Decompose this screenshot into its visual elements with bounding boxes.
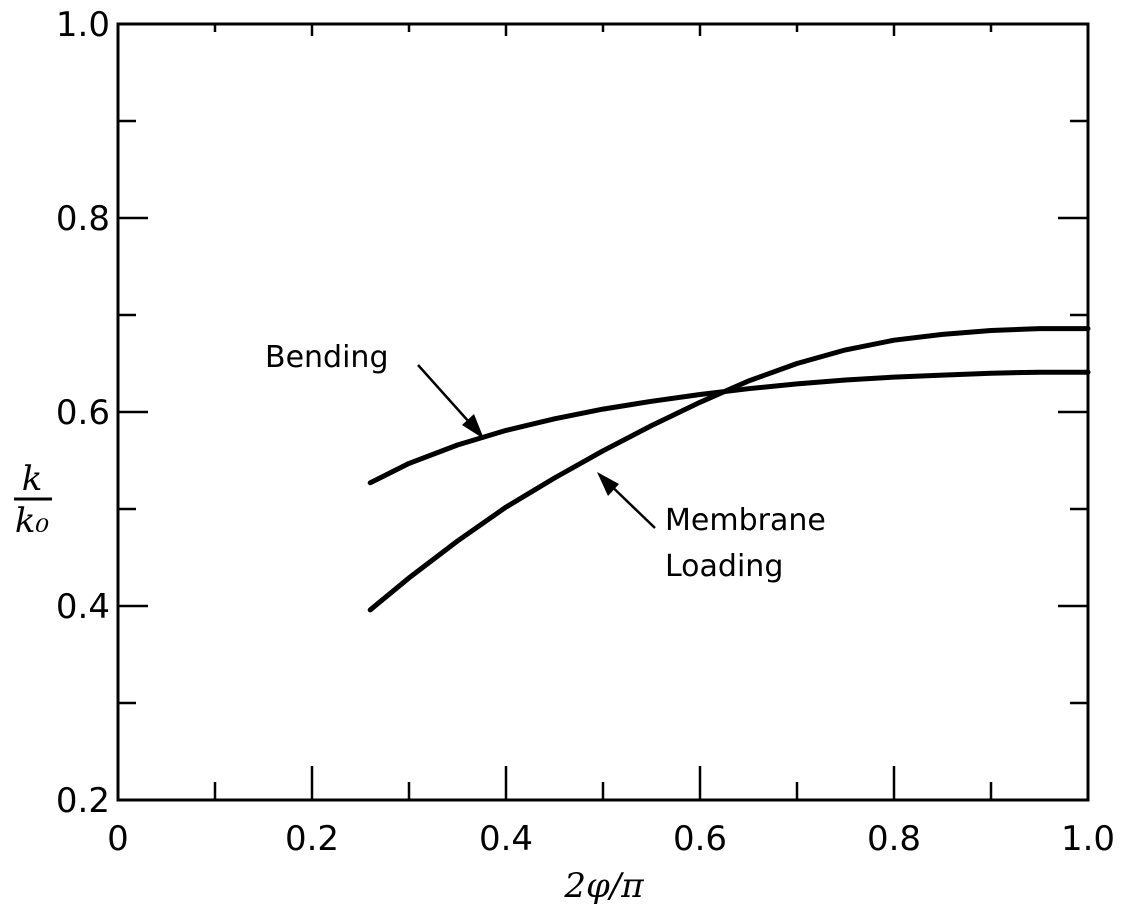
y-tick-label-4: 1.0 xyxy=(56,5,110,45)
annotation-membrane-arrow-head xyxy=(597,472,619,496)
x-axis-label: 2φ/π xyxy=(563,866,644,906)
x-tick-label-3: 0.6 xyxy=(673,819,727,859)
y-tick-label-2: 0.6 xyxy=(56,393,110,433)
y-tick-label-3: 0.8 xyxy=(56,199,110,239)
x-tick-label-1: 0.2 xyxy=(285,819,339,859)
x-tick-labels: 0 0.2 0.4 0.6 0.8 1.0 xyxy=(107,819,1115,859)
y-tick-label-0: 0.2 xyxy=(56,781,110,821)
x-tick-label-2: 0.4 xyxy=(479,819,533,859)
plot-frame xyxy=(116,22,1090,802)
annotation-bending-label: Bending xyxy=(265,340,389,375)
x-ticks xyxy=(213,24,993,800)
y-axis-label-numerator: k xyxy=(22,459,43,499)
y-tick-label-1: 0.4 xyxy=(56,587,110,627)
series-membrane-loading-line xyxy=(367,326,1091,613)
y-tick-labels: 0.2 0.4 0.6 0.8 1.0 xyxy=(56,5,110,821)
annotation-membrane-label-line2: Loading xyxy=(665,549,783,584)
y-axis-label-denominator: k₀ xyxy=(15,501,50,541)
series xyxy=(367,326,1091,613)
annotation-membrane-label-line1: Membrane xyxy=(665,503,826,538)
x-tick-label-5: 1.0 xyxy=(1061,819,1115,859)
x-tick-label-0: 0 xyxy=(107,819,129,859)
annotation-bending-arrow-head xyxy=(462,414,484,439)
x-tick-label-4: 0.8 xyxy=(867,819,921,859)
y-ticks xyxy=(118,119,1088,705)
